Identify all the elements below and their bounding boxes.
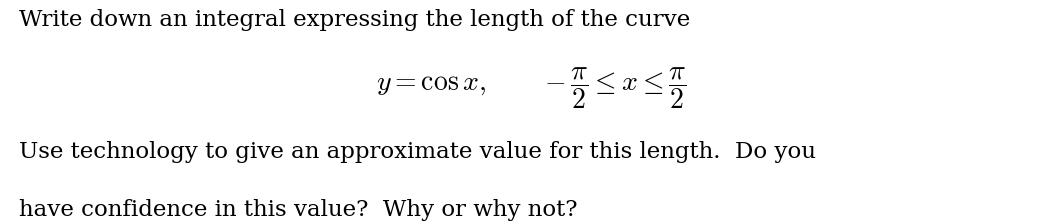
Text: $y = \cos x, \qquad -\dfrac{\pi}{2} \leq x \leq \dfrac{\pi}{2}$: $y = \cos x, \qquad -\dfrac{\pi}{2} \leq… bbox=[376, 66, 687, 111]
Text: Write down an integral expressing the length of the curve: Write down an integral expressing the le… bbox=[19, 9, 690, 31]
Text: Use technology to give an approximate value for this length.  Do you: Use technology to give an approximate va… bbox=[19, 141, 816, 164]
Text: have confidence in this value?  Why or why not?: have confidence in this value? Why or wh… bbox=[19, 199, 577, 221]
